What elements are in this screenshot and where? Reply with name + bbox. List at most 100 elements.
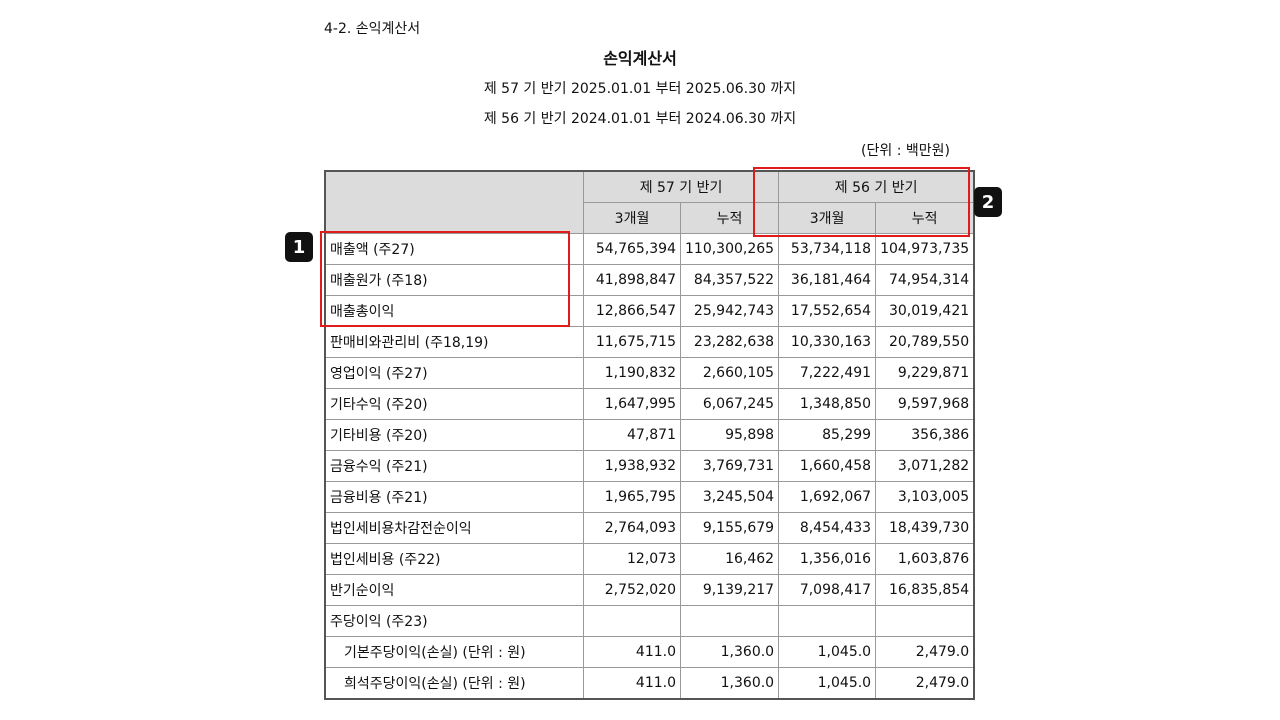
- annotation-badge-2: 2: [974, 187, 1002, 217]
- row-value: 3,071,282: [875, 450, 975, 482]
- table-row: 기본주당이익(손실) (단위 : 원) 411.0 1,360.0 1,045.0 2,…: [324, 636, 975, 668]
- row-value: 2,479.0: [875, 636, 975, 668]
- row-value: 9,229,871: [875, 357, 975, 389]
- row-value: 8,454,433: [778, 512, 877, 544]
- table-row: 법인세비용 (주22) 12,073 16,462 1,356,016 1,603,87…: [324, 543, 975, 575]
- row-value: [679, 605, 780, 637]
- table-row: 법인세비용차감전순이익 2,764,093 9,155,679 8,454,433 18…: [324, 512, 975, 544]
- table-row: 매출원가 (주18) 41,898,847 84,357,522 36,181,464…: [324, 264, 975, 296]
- row-value: 6,067,245: [679, 388, 780, 420]
- row-value: 1,360.0: [679, 636, 780, 668]
- row-value: 16,835,854: [875, 574, 975, 606]
- header-cumulative: 누적: [679, 202, 780, 234]
- row-value: 2,752,020: [583, 574, 681, 606]
- row-value: 1,360.0: [679, 667, 780, 700]
- row-label: 영업이익 (주27): [324, 357, 584, 389]
- row-label: 희석주당이익(손실) (단위 : 원): [324, 667, 584, 700]
- row-value: 7,222,491: [778, 357, 877, 389]
- table-row: 금융비용 (주21) 1,965,795 3,245,504 1,692,067 3,1…: [324, 481, 975, 513]
- row-label: 매출액 (주27): [324, 233, 584, 265]
- period-prior: 제 56 기 반기 2024.01.01 부터 2024.06.30 까지: [483, 111, 797, 127]
- row-value: 1,190,832: [583, 357, 681, 389]
- row-value: 1,356,016: [778, 543, 877, 575]
- row-value: 1,348,850: [778, 388, 877, 420]
- row-value: 54,765,394: [583, 233, 681, 265]
- header-cumulative: 누적: [875, 202, 975, 234]
- row-value: 18,439,730: [875, 512, 975, 544]
- row-value: 53,734,118: [778, 233, 877, 265]
- row-label: 법인세비용 (주22): [324, 543, 584, 575]
- row-value: 356,386: [875, 419, 975, 451]
- row-value: 36,181,464: [778, 264, 877, 296]
- row-value: [875, 605, 975, 637]
- row-label: 기타수익 (주20): [324, 388, 584, 420]
- table-row: 기타수익 (주20) 1,647,995 6,067,245 1,348,850 9,5…: [324, 388, 975, 420]
- row-value: 3,103,005: [875, 481, 975, 513]
- table-row: 주당이익 (주23): [324, 605, 975, 637]
- header-blank: [324, 170, 584, 234]
- row-value: 17,552,654: [778, 295, 877, 327]
- row-value: 9,155,679: [679, 512, 780, 544]
- row-value: 7,098,417: [778, 574, 877, 606]
- header-period-57: 제 57 기 반기: [582, 170, 780, 203]
- row-value: 84,357,522: [679, 264, 780, 296]
- row-value: 74,954,314: [875, 264, 975, 296]
- table-row: 매출총이익 12,866,547 25,942,743 17,552,654 30,01…: [324, 295, 975, 327]
- row-value: 1,692,067: [778, 481, 877, 513]
- row-value: 20,789,550: [875, 326, 975, 358]
- row-value: [778, 605, 877, 637]
- row-value: 95,898: [679, 419, 780, 451]
- row-value: 12,073: [583, 543, 681, 575]
- row-label: 매출원가 (주18): [324, 264, 584, 296]
- row-value: 1,938,932: [583, 450, 681, 482]
- row-value: 1,603,876: [875, 543, 975, 575]
- table-row: 영업이익 (주27) 1,190,832 2,660,105 7,222,491 9,2…: [324, 357, 975, 389]
- row-value: 12,866,547: [583, 295, 681, 327]
- row-value: 411.0: [583, 636, 681, 668]
- table-row: 매출액 (주27) 54,765,394 110,300,265 53,734,118…: [324, 233, 975, 265]
- row-value: 85,299: [778, 419, 877, 451]
- row-value: 110,300,265: [679, 233, 780, 265]
- row-value: 1,660,458: [778, 450, 877, 482]
- row-label: 금융비용 (주21): [324, 481, 584, 513]
- row-value: 41,898,847: [583, 264, 681, 296]
- row-value: 1,965,795: [583, 481, 681, 513]
- row-value: 2,660,105: [679, 357, 780, 389]
- table-row: 반기순이익 2,752,020 9,139,217 7,098,417 16,835,8…: [324, 574, 975, 606]
- table-row: 판매비와관리비 (주18,19) 11,675,715 23,282,638 10,3…: [324, 326, 975, 358]
- row-value: 23,282,638: [679, 326, 780, 358]
- row-label: 매출총이익: [324, 295, 584, 327]
- row-value: 2,764,093: [583, 512, 681, 544]
- row-value: 47,871: [583, 419, 681, 451]
- row-value: 3,769,731: [679, 450, 780, 482]
- row-value: 10,330,163: [778, 326, 877, 358]
- row-value: 2,479.0: [875, 667, 975, 700]
- row-label: 주당이익 (주23): [324, 605, 584, 637]
- section-label: 4-2. 손익계산서: [324, 21, 421, 37]
- row-label: 기타비용 (주20): [324, 419, 584, 451]
- row-label: 금융수익 (주21): [324, 450, 584, 482]
- annotation-badge-1: 1: [285, 232, 313, 262]
- row-value: 104,973,735: [875, 233, 975, 265]
- row-label: 기본주당이익(손실) (단위 : 원): [324, 636, 584, 668]
- row-value: 11,675,715: [583, 326, 681, 358]
- row-value: 3,245,504: [679, 481, 780, 513]
- header-3month: 3개월: [778, 202, 877, 234]
- unit-label: (단위 : 백만원): [861, 143, 950, 159]
- table-row: 기타비용 (주20) 47,871 95,898 85,299 356,386: [324, 419, 975, 451]
- income-statement-table: 제 57 기 반기 제 56 기 반기 3개월 누적 3개월 누적 매출액 (주…: [324, 170, 976, 700]
- row-label: 반기순이익: [324, 574, 584, 606]
- row-label: 법인세비용차감전순이익: [324, 512, 584, 544]
- row-value: 25,942,743: [679, 295, 780, 327]
- row-value: 1,045.0: [778, 636, 877, 668]
- table-row: 금융수익 (주21) 1,938,932 3,769,731 1,660,458 3,0…: [324, 450, 975, 482]
- row-value: 16,462: [679, 543, 780, 575]
- period-current: 제 57 기 반기 2025.01.01 부터 2025.06.30 까지: [483, 81, 797, 97]
- row-value: [583, 605, 681, 637]
- statement-title: 손익계산서: [603, 49, 677, 68]
- row-value: 411.0: [583, 667, 681, 700]
- row-label: 판매비와관리비 (주18,19): [324, 326, 584, 358]
- header-3month: 3개월: [583, 202, 681, 234]
- row-value: 9,139,217: [679, 574, 780, 606]
- row-value: 1,647,995: [583, 388, 681, 420]
